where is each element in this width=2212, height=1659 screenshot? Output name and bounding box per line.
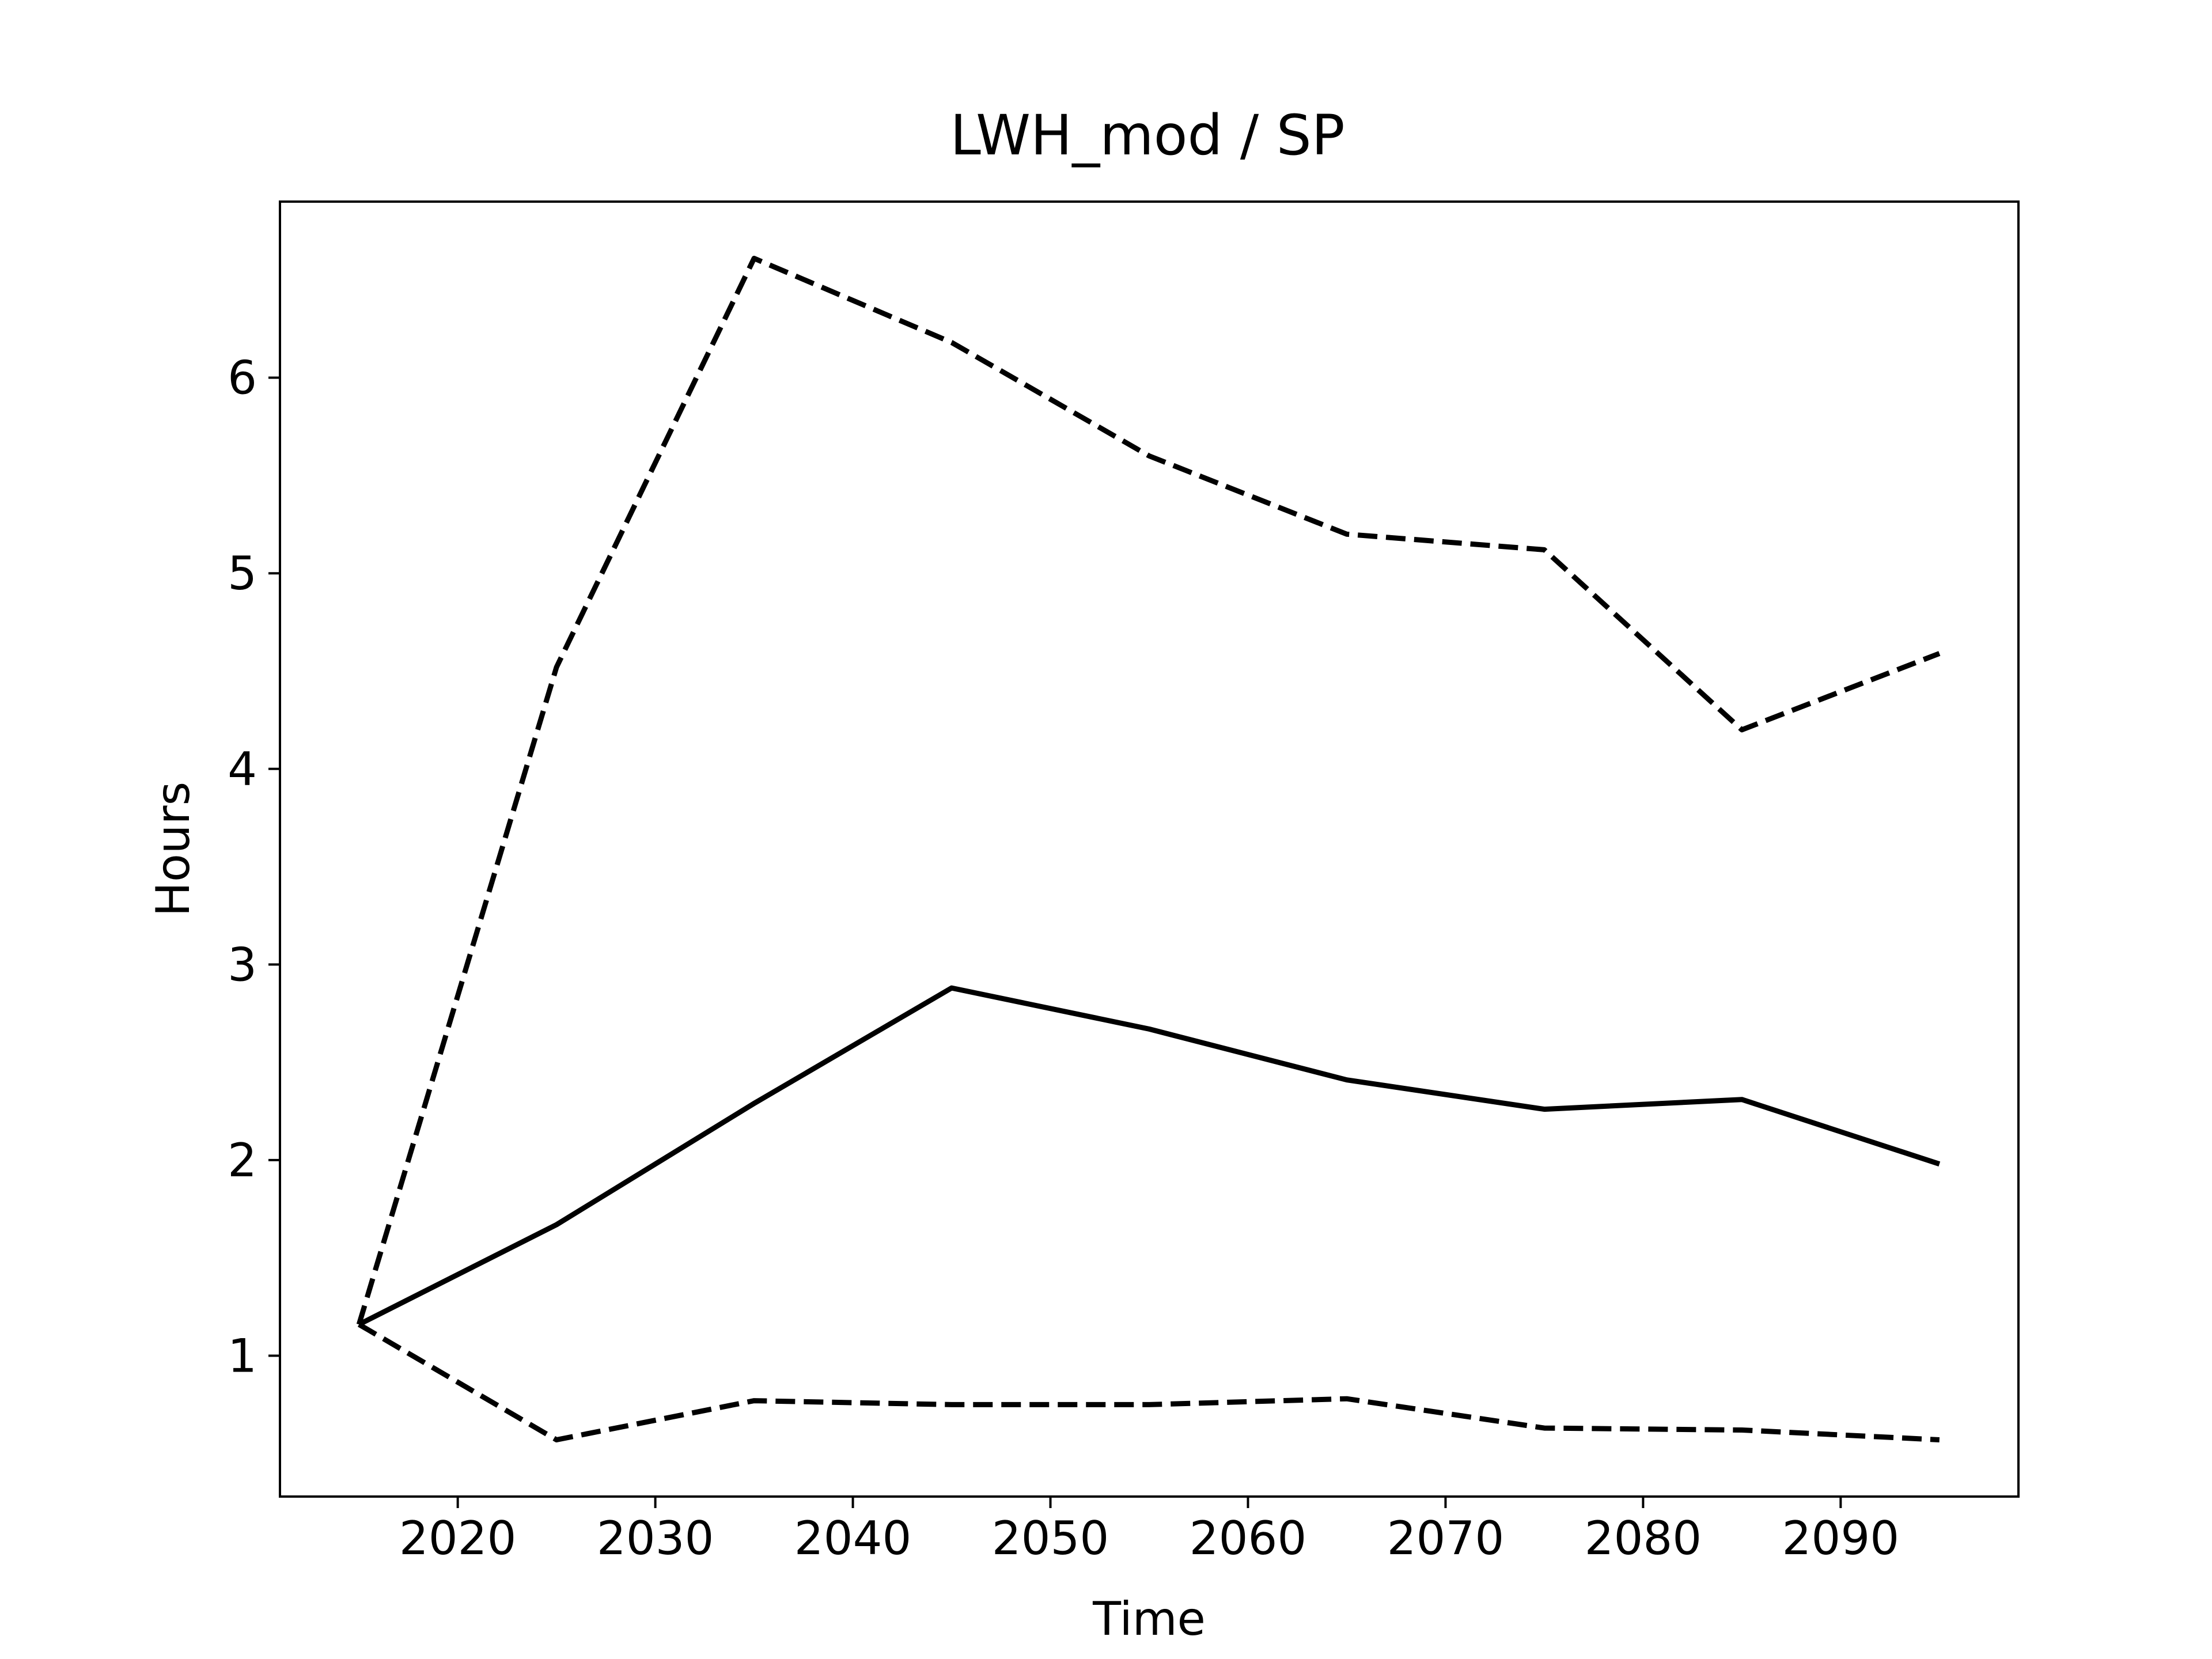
x-tick-label: 2090 [1782, 1512, 1900, 1565]
y-tick-label: 6 [228, 351, 257, 405]
x-axis: 2020 2030 2040 2050 2060 2070 2080 2090 [399, 1497, 1899, 1565]
x-tick-label: 2060 [1190, 1512, 1307, 1565]
x-tick-label: 2070 [1387, 1512, 1505, 1565]
x-tick-label: 2050 [992, 1512, 1109, 1565]
y-axis-label: Hours [146, 782, 200, 916]
chart-title: LWH_mod / SP [950, 103, 1344, 168]
y-tick-label: 1 [228, 1330, 257, 1383]
x-tick-label: 2080 [1585, 1512, 1702, 1565]
x-tick-label: 2020 [399, 1512, 517, 1565]
plot-frame [279, 200, 2020, 1498]
y-tick-label: 2 [228, 1134, 257, 1187]
series-layer [356, 256, 1941, 1442]
y-tick-label: 4 [228, 743, 257, 796]
x-axis-label: Time [1092, 1592, 1206, 1646]
series-3-line [357, 1322, 1940, 1442]
y-tick-label: 3 [228, 938, 257, 991]
series-1-line [358, 985, 1941, 1327]
y-tick-label: 5 [228, 547, 257, 600]
y-axis: 1 2 3 4 5 6 [228, 351, 280, 1383]
x-tick-label: 2040 [794, 1512, 912, 1565]
x-tick-label: 2030 [597, 1512, 714, 1565]
series-2-line [356, 256, 1941, 1325]
